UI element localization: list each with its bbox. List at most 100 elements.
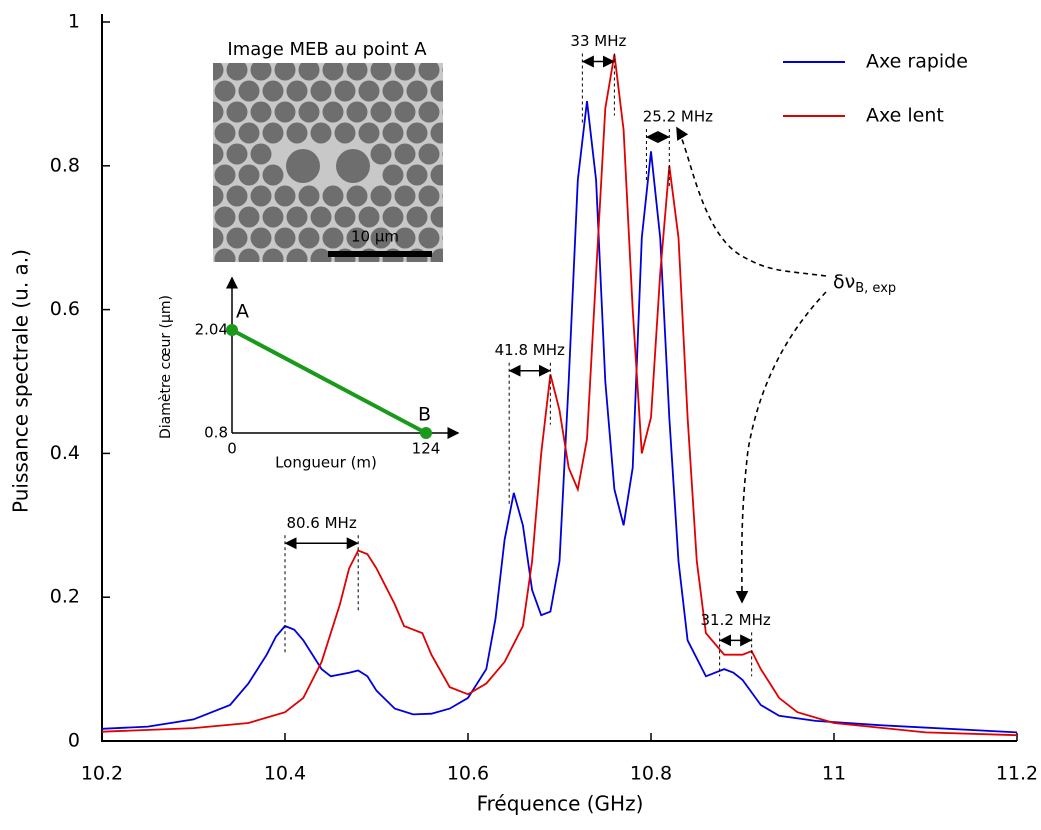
sem-pore xyxy=(455,123,476,144)
sem-pore xyxy=(179,144,200,165)
sem-pore xyxy=(394,143,416,165)
sem-pore xyxy=(226,143,248,165)
sem-pore xyxy=(455,165,476,186)
sem-pore xyxy=(238,164,260,186)
sem-pore xyxy=(346,63,368,81)
annotation: 41.8 MHz xyxy=(495,341,565,359)
sem-pore xyxy=(238,122,260,144)
series-line xyxy=(101,100,1018,734)
sem-pore xyxy=(370,101,392,123)
sem-pore xyxy=(310,122,332,144)
pointer-arrow xyxy=(676,126,827,277)
inset-point-label: B xyxy=(418,404,431,426)
sem-pore xyxy=(262,164,284,186)
shift-symbol: δν xyxy=(833,271,855,293)
sem-pore xyxy=(430,248,443,262)
sem-pore xyxy=(179,186,200,207)
sem-pore xyxy=(418,143,440,165)
inset-point xyxy=(226,324,238,336)
pointer-arrow xyxy=(735,291,827,604)
sem-pore xyxy=(286,80,308,102)
sem-pore xyxy=(274,185,296,207)
sem-pore xyxy=(191,165,212,186)
sem-title: Image MEB au point A xyxy=(227,39,427,60)
sem-pore xyxy=(322,63,344,81)
sem-pore xyxy=(214,248,236,262)
sem-pore xyxy=(262,248,284,262)
sem-pore xyxy=(310,80,332,102)
sem-pore xyxy=(226,63,248,81)
annotation: 80.6 MHz xyxy=(286,514,356,532)
sem-pore xyxy=(418,101,440,123)
y-tick-label: 0 xyxy=(68,730,80,752)
sem-pore xyxy=(310,206,332,228)
sem-pore xyxy=(262,80,284,102)
sem-pore xyxy=(250,101,272,123)
sem-pore xyxy=(262,122,284,144)
sem-pore xyxy=(406,206,428,228)
sem-pore xyxy=(226,101,248,123)
annotation: 31.2 MHz xyxy=(701,611,771,629)
annotation: 33 MHz xyxy=(570,32,626,50)
sem-pore xyxy=(322,101,344,123)
sem-pore xyxy=(238,206,260,228)
x-tick-label: 10.8 xyxy=(630,763,672,785)
sem-pore xyxy=(179,228,200,249)
x-tick-label: 10.4 xyxy=(264,763,306,785)
sem-pore xyxy=(346,185,368,207)
sem-pore xyxy=(274,63,296,81)
sem-pore xyxy=(442,108,443,116)
sem-pore xyxy=(226,185,248,207)
y-axis-label: Puissance spectrale (u. a.) xyxy=(9,249,33,513)
sem-pore xyxy=(442,150,443,158)
sem-pore xyxy=(250,143,272,165)
sem-pore xyxy=(250,185,272,207)
y-tick-label: 0.4 xyxy=(50,442,80,464)
sem-pore xyxy=(298,101,320,123)
shift-label: δνB, exp xyxy=(833,271,896,296)
sem-pore xyxy=(274,101,296,123)
inset-point xyxy=(420,427,432,439)
sem-pore xyxy=(334,122,356,144)
x-tick-label: 10.2 xyxy=(81,763,123,785)
sem-pore xyxy=(394,101,416,123)
sem-pore xyxy=(430,206,443,228)
sem-pore xyxy=(346,227,368,249)
sem-pore xyxy=(358,206,380,228)
sem-pore xyxy=(382,206,404,228)
shift-subscript: B, exp xyxy=(855,281,896,296)
sem-pore xyxy=(430,122,443,144)
inset-line xyxy=(231,328,427,435)
sem-pore xyxy=(382,164,404,186)
sem-pore xyxy=(191,81,212,102)
inset-y-label: Diamètre cœur (µm) xyxy=(158,295,174,439)
inset-y-tick-label: 2.04 xyxy=(195,321,228,339)
annotation: 25.2 MHz xyxy=(643,108,713,126)
sem-pore xyxy=(370,185,392,207)
sem-pore xyxy=(214,164,236,186)
sem-pore xyxy=(322,227,344,249)
inset-x-tick-label: 0 xyxy=(227,440,237,458)
sem-pore xyxy=(214,206,236,228)
sem-pore xyxy=(191,207,212,228)
sem-pore xyxy=(191,249,212,270)
sem-pore xyxy=(238,248,260,262)
sem-pore xyxy=(394,63,416,81)
sem-pore xyxy=(406,164,428,186)
sem-pore xyxy=(406,122,428,144)
sem-pore xyxy=(346,101,368,123)
sem-pore xyxy=(298,185,320,207)
sem-pore xyxy=(442,192,443,200)
sem-pore xyxy=(334,206,356,228)
sem-pore xyxy=(286,248,308,262)
inset-x-label: Longueur (m) xyxy=(275,454,377,472)
x-tick-label: 11.2 xyxy=(996,763,1038,785)
sem-pore xyxy=(382,122,404,144)
y-tick-label: 0.2 xyxy=(50,586,80,608)
legend-label: Axe lent xyxy=(866,105,944,127)
sem-pore xyxy=(238,80,260,102)
sem-pore xyxy=(382,80,404,102)
sem-pore xyxy=(179,102,200,123)
sem-pore xyxy=(191,123,212,144)
